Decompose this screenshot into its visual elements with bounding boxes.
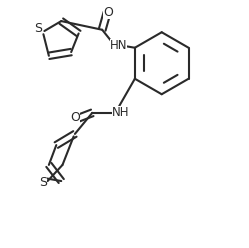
- Text: S: S: [34, 22, 42, 35]
- Text: NH: NH: [112, 106, 129, 119]
- Text: HN: HN: [110, 39, 127, 52]
- Text: O: O: [103, 6, 113, 19]
- Text: O: O: [70, 111, 80, 124]
- Text: S: S: [39, 176, 47, 189]
